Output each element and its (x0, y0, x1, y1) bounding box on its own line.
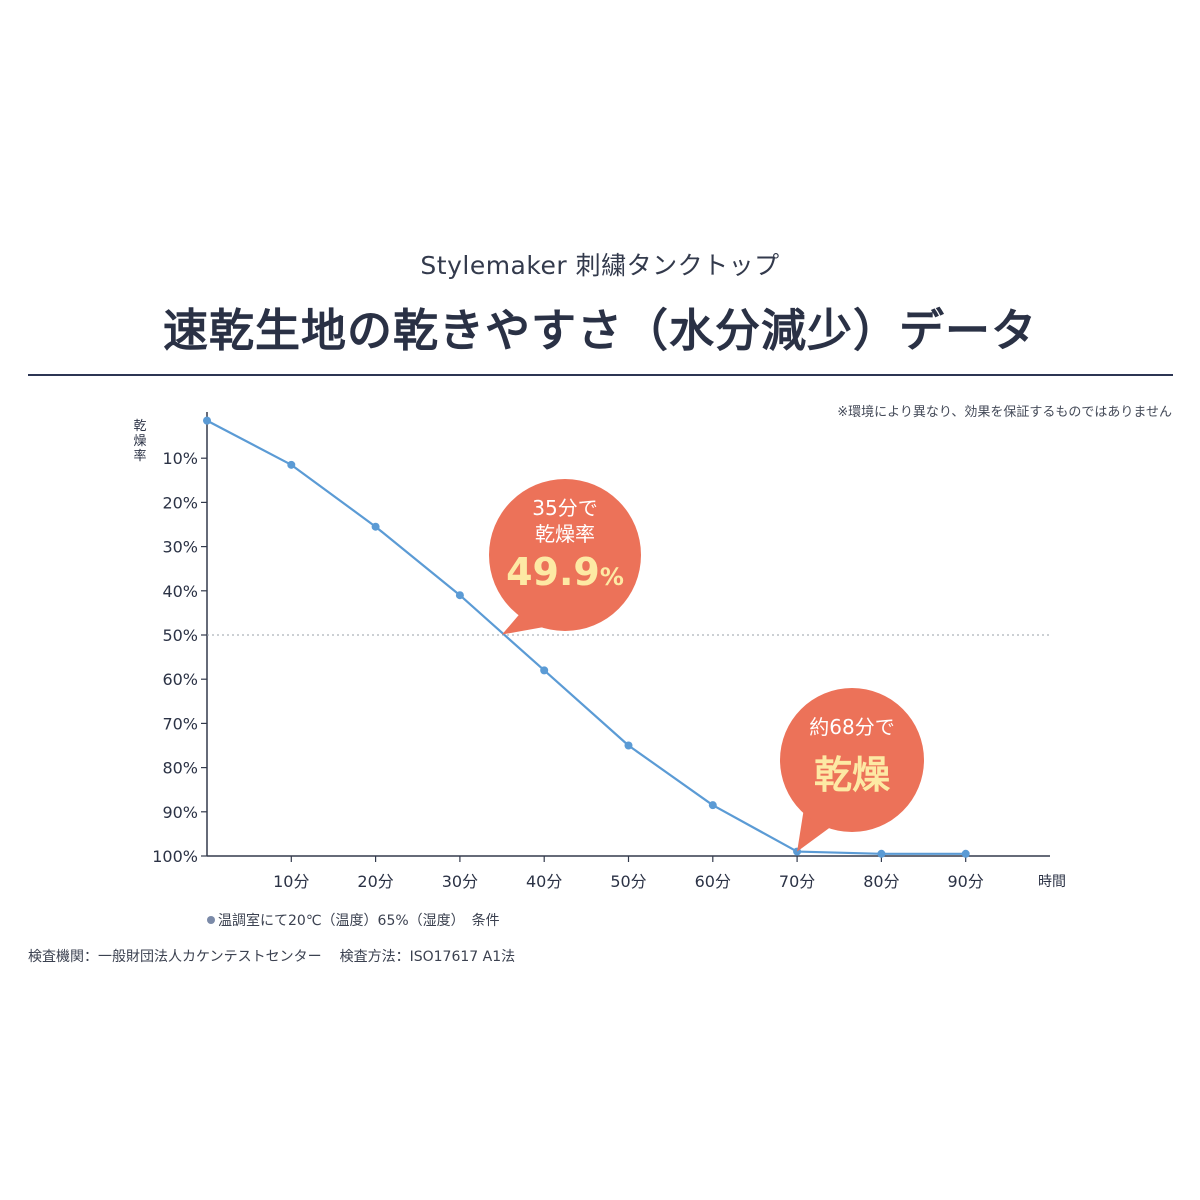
x-tick-label: 50分 (610, 872, 646, 891)
data-point (540, 666, 549, 675)
y-tick-label: 40% (162, 582, 198, 601)
data-point (455, 591, 464, 600)
inspection-method: 検査方法：ISO17617 A1法 (339, 949, 516, 965)
callout-text: 約68分で (809, 715, 894, 739)
callout-tail (502, 610, 555, 635)
x-tick-label: 60分 (695, 872, 731, 891)
data-point (708, 801, 717, 810)
x-tick-label: 70分 (779, 872, 815, 891)
data-point (624, 741, 633, 750)
x-tick-label: 80分 (863, 872, 899, 891)
inspection-info: 検査機関：一般財団法人カケンテストセンター 検査方法：ISO17617 A1法 (28, 946, 515, 966)
callout-highlight: 49.9% (506, 550, 624, 594)
title-divider (28, 374, 1173, 376)
y-tick-label: 30% (162, 538, 198, 557)
chart-subtitle: Stylemaker 刺繍タンクトップ (420, 251, 780, 280)
series-line (206, 419, 966, 855)
y-axis-label-char: 燥 (133, 434, 146, 449)
inspection-org: 検査機関：一般財団法人カケンテストセンター (28, 949, 322, 965)
y-tick-label: 60% (162, 670, 198, 689)
x-tick-label: 30分 (442, 872, 478, 891)
data-point (961, 849, 970, 858)
x-axis-label: 時間 (1038, 874, 1066, 890)
x-tick-label: 10分 (273, 872, 309, 891)
y-tick-label: 10% (162, 449, 198, 468)
callout-bubble (489, 479, 641, 631)
chart-title: 速乾生地の乾きやすさ（水分減少）データ (162, 304, 1037, 357)
callout-highlight-value: 49.9 (506, 550, 600, 594)
callout-tail (797, 808, 832, 852)
test-condition-text: 温調室にて20℃（温度）65%（湿度） 条件 (218, 913, 500, 929)
data-point (877, 849, 886, 858)
y-axis-label-char: 乾 (133, 419, 146, 434)
y-tick-label: 20% (162, 493, 198, 512)
bullet-dot (207, 916, 215, 924)
disclaimer-note: ※環境により異なり、効果を保証するものではありません (837, 405, 1172, 420)
y-tick-label: 70% (162, 714, 198, 733)
callout-highlight-unit: % (600, 563, 624, 591)
data-point (203, 416, 211, 425)
callout-text: 35分で (532, 496, 597, 520)
x-tick-label: 20分 (357, 872, 393, 891)
data-point (287, 460, 296, 469)
y-tick-label: 90% (162, 803, 198, 822)
y-tick-label: 50% (162, 626, 198, 645)
x-tick-label: 90分 (948, 872, 984, 891)
y-tick-label: 80% (162, 759, 198, 778)
y-axis-label-char: 率 (133, 448, 146, 464)
y-tick-label: 100% (152, 847, 198, 866)
x-tick-label: 40分 (526, 872, 562, 891)
callout-text: 乾燥率 (535, 522, 595, 546)
callout-bubble (780, 688, 924, 832)
test-condition: 温調室にて20℃（温度）65%（湿度） 条件 (207, 910, 500, 930)
data-point (371, 522, 380, 531)
callout-highlight: 乾燥 (814, 753, 891, 797)
